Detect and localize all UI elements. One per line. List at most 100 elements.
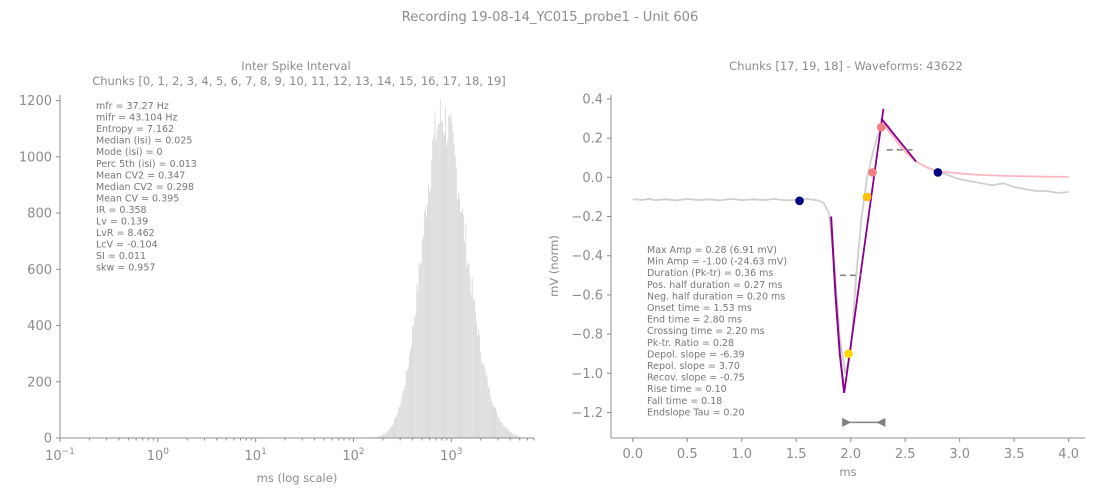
isi-histogram-bar [429, 193, 431, 438]
isi-histogram-bar [480, 352, 482, 438]
waveform-stat-line: Onset time = 1.53 ms [647, 303, 752, 314]
isi-x-tick-label: 102 [342, 447, 364, 464]
isi-histogram-bar [399, 407, 401, 438]
isi-histogram-bar [380, 435, 382, 438]
isi-histogram-bar [502, 425, 504, 438]
isi-histogram-bar [506, 428, 508, 438]
isi-histogram-bar [428, 184, 429, 438]
isi-y-tick-label: 200 [27, 375, 52, 390]
isi-histogram-bar [403, 389, 405, 438]
isi-histogram-bar [433, 134, 435, 438]
isi-histogram-bar [461, 212, 462, 438]
waveform-xlabel: ms [839, 465, 856, 479]
isi-title: Inter Spike Interval [241, 59, 350, 73]
waveform-feature-marker [795, 196, 804, 206]
isi-histogram-bar [396, 416, 398, 438]
isi-histogram-bar [376, 436, 377, 438]
isi-histogram-bar [382, 434, 384, 438]
isi-histogram-bar [489, 396, 491, 438]
isi-x-tick-label: 103 [440, 447, 462, 464]
isi-histogram-bar [423, 212, 425, 438]
isi-y-tick-label: 600 [27, 263, 52, 278]
isi-histogram-bar [507, 430, 509, 438]
waveform-y-tick-label: −0.2 [571, 210, 603, 225]
isi-histogram-bar [401, 396, 403, 438]
isi-histogram-bar [416, 283, 418, 438]
waveform-stat-line: Crossing time = 2.20 ms [647, 326, 765, 337]
isi-histogram-bar [398, 406, 400, 438]
isi-histogram-bar [471, 277, 473, 438]
isi-histogram-bar [440, 120, 442, 438]
isi-histogram-bar [518, 435, 520, 438]
isi-histogram-bar [504, 427, 506, 438]
isi-histogram-bar [432, 139, 434, 438]
waveform-x-tick-label: 1.0 [731, 447, 752, 462]
isi-histogram-bar [385, 432, 387, 438]
isi-histogram-bar [495, 408, 496, 438]
isi-histogram-bar [420, 262, 422, 438]
isi-histogram-bar [505, 428, 507, 438]
isi-panel: Inter Spike Interval Chunks [0, 1, 2, 3,… [19, 59, 535, 485]
duration-bar-end-marker [876, 417, 886, 427]
isi-histogram-bar [381, 435, 383, 438]
waveform-title: Chunks [17, 19, 18] - Waveforms: 43622 [729, 59, 963, 73]
isi-histogram-bar [462, 208, 464, 438]
isi-histogram-bar [483, 363, 485, 438]
isi-histogram-bar [481, 361, 483, 438]
waveform-stat-line: Min Amp = -1.00 (-24.63 mV) [647, 257, 787, 268]
waveform-stat-line: Max Amp = 0.28 (6.91 mV) [647, 245, 777, 256]
isi-histogram-bar [417, 292, 419, 438]
isi-histogram-bar [459, 198, 460, 438]
isi-histogram-bar [466, 266, 468, 438]
isi-histogram-bar [418, 263, 420, 438]
waveform-stat-line: Neg. half duration = 0.20 ms [647, 291, 785, 302]
isi-histogram-bar [427, 204, 428, 438]
isi-histogram-bar [443, 132, 444, 438]
isi-histogram-bar [487, 387, 489, 438]
isi-histogram-bar [411, 346, 412, 438]
waveform-ylabel: mV (norm) [547, 235, 561, 297]
isi-histogram-bar [384, 433, 386, 438]
waveform-stat-line: Pk-tr. Ratio = 0.28 [647, 338, 734, 349]
isi-histogram-bar [468, 263, 470, 438]
isi-stat-line: Median (isi) = 0.025 [96, 136, 192, 147]
isi-histogram-bar [386, 431, 388, 438]
isi-histogram-bar [434, 111, 436, 438]
isi-y-tick-label: 1200 [19, 94, 52, 109]
isi-histogram-bar [424, 205, 426, 438]
isi-histogram-bar [405, 370, 407, 438]
isi-histogram-bar [498, 417, 500, 438]
isi-histogram-bar [397, 412, 399, 438]
waveform-stat-line: Depol. slope = -6.39 [647, 349, 745, 360]
waveform-stats-box: Max Amp = 0.28 (6.91 mV)Min Amp = -1.00 … [647, 245, 787, 418]
isi-subtitle: Chunks [0, 1, 2, 3, 4, 5, 6, 7, 8, 9, 10… [92, 74, 506, 88]
waveform-x-tick-label: 3.0 [949, 447, 970, 462]
isi-histogram-bar [513, 433, 515, 438]
isi-stat-line: Mean CV = 0.395 [96, 193, 179, 204]
isi-histogram-bar [383, 433, 385, 438]
isi-x-tick-label: 100 [147, 447, 170, 464]
isi-histogram-bar [477, 335, 478, 438]
waveform-series-line [830, 216, 846, 394]
isi-histogram-bar [442, 121, 443, 438]
isi-stat-line: Median CV2 = 0.298 [96, 182, 194, 193]
isi-histogram-bar [511, 432, 512, 438]
isi-histogram-bar [444, 135, 445, 439]
waveform-stat-line: Endslope Tau = 0.20 [647, 407, 745, 418]
isi-histogram-bar [392, 425, 393, 438]
isi-histogram-bar [501, 422, 503, 438]
waveform-x-tick-label: 1.5 [786, 447, 807, 462]
waveform-feature-marker [844, 349, 853, 359]
waveform-stat-line: Recov. slope = -0.75 [647, 373, 745, 384]
isi-histogram-bars [370, 99, 520, 439]
isi-histogram-bar [437, 123, 439, 439]
isi-stat-line: Perc 5th (isi) = 0.013 [96, 159, 197, 170]
figure-suptitle: Recording 19-08-14_YC015_probe1 - Unit 6… [402, 10, 698, 25]
waveform-panel: Chunks [17, 19, 18] - Waveforms: 43622 0… [547, 59, 1085, 479]
waveform-lines [632, 108, 1069, 427]
isi-histogram-bar [450, 114, 452, 439]
isi-histogram-bar [389, 427, 391, 438]
isi-histogram-bar [484, 368, 486, 438]
isi-histogram-bar [486, 377, 488, 438]
waveform-slope-fit-line [880, 117, 917, 163]
